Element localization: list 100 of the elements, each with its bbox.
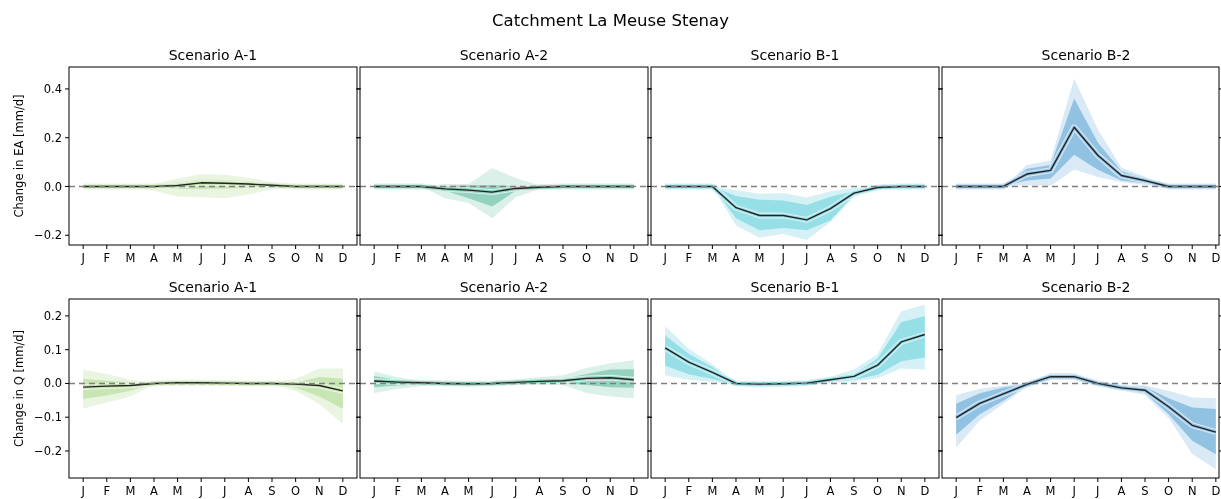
x-tick-label: S [559, 251, 567, 265]
x-tick-label: A [1023, 484, 1032, 498]
x-tick-label: D [920, 484, 930, 498]
x-tick-label: N [1187, 484, 1197, 498]
x-tick-label: J [1071, 251, 1076, 265]
chart-title: Scenario A-2 [459, 279, 549, 295]
x-tick-label: O [291, 251, 301, 265]
x-tick-label: A [244, 484, 253, 498]
x-tick-label: S [850, 251, 858, 265]
x-tick-label: A [441, 484, 450, 498]
chart-title: Scenario B-1 [750, 279, 840, 295]
x-tick-label: M [707, 484, 718, 498]
x-tick-label: J [513, 484, 518, 498]
x-tick-label: J [80, 251, 85, 265]
x-tick-label: N [605, 484, 615, 498]
x-tick-label: J [804, 251, 809, 265]
x-tick-label: M [1045, 251, 1056, 265]
x-tick-label: A [150, 251, 159, 265]
x-tick-label: S [1141, 251, 1149, 265]
x-tick-label: J [222, 251, 227, 265]
y-tick-label: 0.0 [43, 179, 62, 194]
x-tick-label: N [314, 251, 324, 265]
x-tick-label: J [198, 251, 203, 265]
x-tick-label: M [125, 484, 136, 498]
x-tick-label: M [754, 251, 765, 265]
x-tick-label: F [394, 484, 402, 498]
x-tick-label: J [1095, 251, 1100, 265]
x-tick-label: A [441, 251, 450, 265]
x-tick-label: A [535, 484, 544, 498]
chart-title: Scenario A-1 [168, 47, 258, 63]
x-tick-label: F [685, 484, 693, 498]
y-tick-label: 0.4 [43, 81, 62, 96]
x-tick-label: S [850, 484, 858, 498]
x-tick-label: A [1117, 484, 1126, 498]
x-tick-label: A [826, 251, 835, 265]
x-tick-label: S [1141, 484, 1149, 498]
x-tick-label: A [150, 484, 159, 498]
x-tick-label: J [222, 484, 227, 498]
x-tick-label: M [125, 251, 136, 265]
text: Catchment La Meuse Stenay [492, 11, 730, 30]
x-tick-label: D [920, 251, 930, 265]
x-tick-label: A [244, 251, 253, 265]
x-tick-label: M [172, 251, 183, 265]
x-tick-label: N [896, 484, 906, 498]
x-tick-label: F [976, 251, 984, 265]
x-tick-label: A [826, 484, 835, 498]
x-tick-label: F [103, 484, 111, 498]
x-tick-label: D [629, 251, 639, 265]
x-tick-label: J [371, 484, 376, 498]
x-tick-label: M [416, 484, 427, 498]
y-tick-label: −0.2 [34, 444, 62, 459]
x-tick-label: J [489, 251, 494, 265]
y-axis-title: Change in Q [mm/d] [12, 329, 26, 448]
x-tick-label: F [685, 251, 693, 265]
x-tick-label: F [103, 251, 111, 265]
x-tick-label: O [291, 484, 301, 498]
x-tick-label: S [268, 484, 276, 498]
x-tick-label: M [754, 484, 765, 498]
y-tick-label: −0.1 [34, 410, 62, 425]
y-tick-label: 0.0 [43, 376, 62, 391]
x-tick-label: A [1117, 251, 1126, 265]
y-tick-label: 0.2 [43, 130, 62, 145]
x-tick-label: A [535, 251, 544, 265]
x-tick-label: S [559, 484, 567, 498]
x-tick-label: M [1045, 484, 1056, 498]
x-tick-label: J [80, 484, 85, 498]
x-tick-label: O [1164, 251, 1174, 265]
x-tick-label: O [873, 251, 883, 265]
x-tick-label: J [953, 251, 958, 265]
x-tick-label: N [896, 251, 906, 265]
y-tick-label: −0.2 [34, 228, 62, 243]
x-tick-label: N [314, 484, 324, 498]
x-tick-label: F [394, 251, 402, 265]
chart-title: Scenario B-2 [1041, 47, 1131, 63]
x-tick-label: A [732, 484, 741, 498]
x-tick-label: O [582, 484, 592, 498]
x-tick-label: D [338, 251, 348, 265]
x-tick-label: N [605, 251, 615, 265]
chart-title: Scenario B-2 [1041, 279, 1131, 295]
x-tick-label: D [1211, 484, 1221, 498]
x-tick-label: M [416, 251, 427, 265]
chart-title: Scenario A-2 [459, 47, 549, 63]
x-tick-label: M [172, 484, 183, 498]
x-tick-label: J [513, 251, 518, 265]
x-tick-label: J [489, 484, 494, 498]
chart-title: Scenario B-1 [750, 47, 840, 63]
x-tick-label: J [804, 484, 809, 498]
x-tick-label: J [1095, 484, 1100, 498]
x-tick-label: D [629, 484, 639, 498]
x-tick-label: O [873, 484, 883, 498]
x-tick-label: A [1023, 251, 1032, 265]
x-tick-label: J [780, 251, 785, 265]
x-tick-label: J [198, 484, 203, 498]
x-tick-label: J [780, 484, 785, 498]
x-tick-label: M [998, 251, 1009, 265]
x-tick-label: J [662, 484, 667, 498]
x-tick-label: A [732, 251, 741, 265]
x-tick-label: M [463, 251, 474, 265]
x-tick-label: O [1164, 484, 1174, 498]
x-tick-label: O [582, 251, 592, 265]
